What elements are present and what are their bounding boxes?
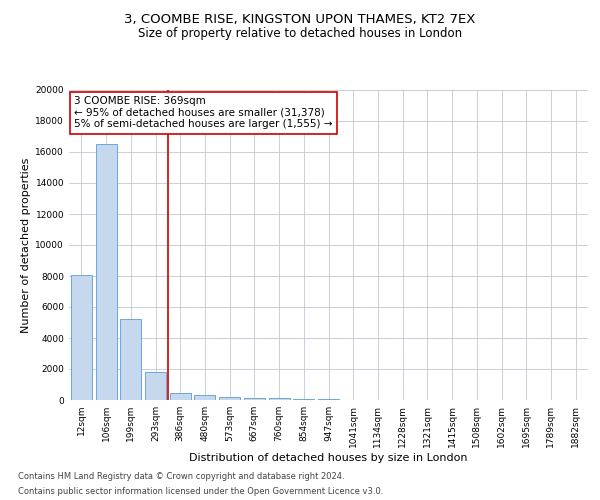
Bar xyxy=(145,372,166,400)
Bar xyxy=(120,320,141,400)
Bar xyxy=(219,398,240,400)
X-axis label: Distribution of detached houses by size in London: Distribution of detached houses by size … xyxy=(189,452,468,462)
Y-axis label: Number of detached properties: Number of detached properties xyxy=(21,158,31,332)
Text: 3, COOMBE RISE, KINGSTON UPON THAMES, KT2 7EX: 3, COOMBE RISE, KINGSTON UPON THAMES, KT… xyxy=(124,12,476,26)
Bar xyxy=(95,144,116,400)
Bar xyxy=(293,399,314,400)
Text: Contains public sector information licensed under the Open Government Licence v3: Contains public sector information licen… xyxy=(18,487,383,496)
Bar xyxy=(71,275,92,400)
Bar xyxy=(170,393,191,400)
Text: Contains HM Land Registry data © Crown copyright and database right 2024.: Contains HM Land Registry data © Crown c… xyxy=(18,472,344,481)
Bar xyxy=(318,399,339,400)
Bar xyxy=(269,398,290,400)
Bar xyxy=(244,398,265,400)
Text: Size of property relative to detached houses in London: Size of property relative to detached ho… xyxy=(138,28,462,40)
Text: 3 COOMBE RISE: 369sqm
← 95% of detached houses are smaller (31,378)
5% of semi-d: 3 COOMBE RISE: 369sqm ← 95% of detached … xyxy=(74,96,332,130)
Bar xyxy=(194,394,215,400)
